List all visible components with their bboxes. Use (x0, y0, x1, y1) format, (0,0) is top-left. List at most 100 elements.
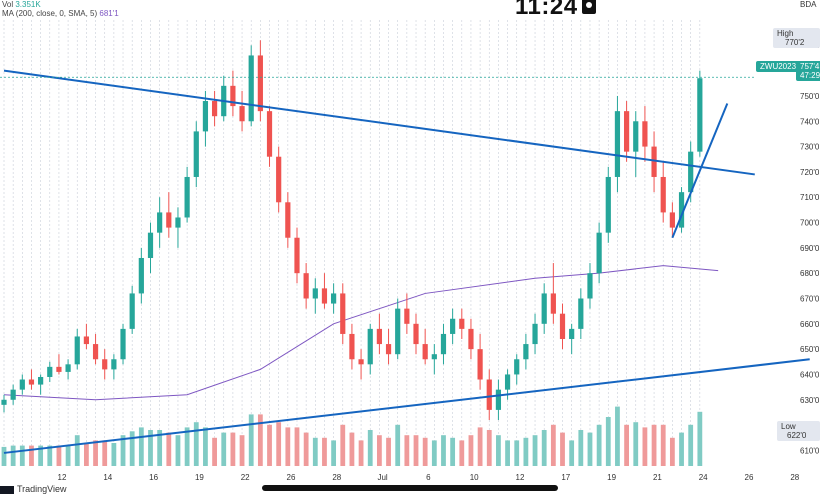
volume-bar (505, 440, 510, 466)
low-value: 622'0 (787, 431, 807, 440)
volume-bar (523, 437, 529, 466)
currency-label: BDA (800, 0, 817, 9)
candle-body (285, 202, 291, 238)
volume-bar (257, 414, 263, 466)
candle-body (642, 121, 648, 147)
volume-bar (367, 430, 373, 466)
ma-value: 681'1 (99, 9, 119, 18)
volume-bar (679, 432, 684, 466)
volume-bar (496, 435, 501, 466)
candle-body (651, 146, 657, 177)
volume-bar (1, 446, 7, 466)
volume-bar (642, 427, 648, 466)
candle-body (376, 328, 382, 345)
trendline (3, 358, 810, 454)
volume-bar (47, 445, 53, 466)
ma-legend: MA (200, close, 0, SMA, 5) 681'1 (2, 9, 119, 19)
countdown-value: 47:29 (800, 71, 820, 80)
volume-bar (514, 440, 520, 466)
candle-body (74, 336, 80, 365)
volume-legend: Vol 3.351K (2, 0, 41, 10)
candle-body (83, 336, 90, 345)
x-tick-label: 12 (516, 473, 525, 482)
candle-body (569, 328, 575, 340)
x-tick-label: 26 (287, 473, 296, 482)
ma-label: MA (200, close, 0, SMA, 5) (2, 9, 98, 18)
volume-bar (193, 422, 199, 466)
y-tick-label: 700'0 (800, 219, 820, 228)
y-tick-label: 710'0 (800, 193, 820, 202)
tradingview-logo-icon (0, 485, 14, 494)
candle-body (1, 399, 7, 405)
x-tick-label: 12 (58, 473, 67, 482)
volume-bar (413, 435, 419, 466)
x-tick-label: 28 (790, 473, 799, 482)
volume-bar (450, 437, 456, 466)
y-tick-label: 690'0 (800, 244, 820, 253)
lock-icon (581, 0, 596, 14)
volume-bar (331, 440, 337, 466)
candle-body (111, 359, 117, 370)
y-tick-label: 660'0 (800, 320, 820, 329)
candle-body (504, 374, 511, 390)
volume-bar (477, 427, 483, 466)
candle-body (440, 333, 447, 355)
volume-bar (230, 432, 236, 466)
candle-body (541, 293, 547, 324)
volume-bar (38, 445, 44, 466)
candle-body (19, 379, 25, 390)
home-indicator[interactable] (262, 485, 558, 491)
candle-body (10, 389, 16, 400)
x-tick-label: 21 (653, 473, 662, 482)
candle-body (404, 308, 410, 324)
volume-bar (102, 440, 108, 466)
clock-time: 11:24 (515, 0, 578, 20)
candle-body (660, 176, 666, 213)
candle-body (175, 217, 181, 228)
candle-body (688, 151, 694, 193)
trendline (671, 103, 729, 239)
volume-bar (633, 422, 639, 466)
volume-bar (422, 437, 428, 466)
volume-bar (395, 424, 401, 466)
candle-body (202, 101, 209, 132)
volume-bar (93, 440, 98, 466)
volume-bar (340, 424, 346, 466)
candle-body (697, 78, 703, 152)
volume-bar (29, 445, 34, 466)
candle-body (138, 257, 144, 294)
volume-bar (157, 430, 163, 466)
y-tick-label: 650'0 (800, 345, 820, 354)
candle-body (678, 192, 685, 228)
high-label: High (777, 29, 794, 38)
volume-bar (166, 432, 172, 466)
candle-body (349, 333, 355, 360)
y-tick-label: 640'0 (800, 370, 820, 379)
volume-bar (624, 424, 629, 466)
candle-body (596, 232, 602, 274)
volume-bar (660, 424, 666, 466)
candle-body (486, 379, 492, 410)
candle-body (459, 318, 465, 329)
y-tick-label: 680'0 (800, 269, 820, 278)
x-tick-label: 17 (561, 473, 570, 482)
volume-bar (84, 443, 89, 466)
volume-bar (10, 445, 16, 466)
last-price-tag: 757'4 47:29 (796, 61, 820, 81)
volume-bar (560, 432, 565, 466)
volume-bar (441, 435, 446, 466)
volume-bar (267, 424, 272, 466)
candle-body (120, 328, 126, 360)
volume-bar (184, 427, 190, 466)
brand-label: TradingView (17, 484, 67, 494)
candle-body (358, 359, 364, 365)
candle-body (276, 156, 282, 203)
x-tick-label: 6 (426, 473, 431, 482)
volume-bar (404, 435, 410, 466)
x-tick-label: 16 (149, 473, 158, 482)
volume-bar (322, 437, 327, 466)
y-tick-label: 730'0 (800, 143, 820, 152)
high-tag: High 770'2 (773, 28, 820, 48)
candle-body (92, 344, 99, 360)
